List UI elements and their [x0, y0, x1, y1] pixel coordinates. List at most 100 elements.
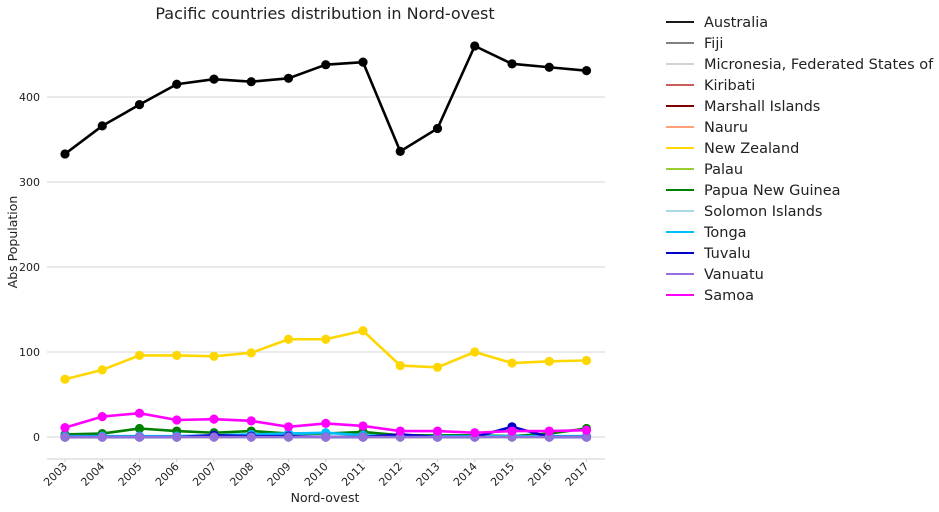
data-point-new-zealand [432, 362, 443, 372]
legend-item-micronesia-federated-states-of: Micronesia, Federated States of [666, 57, 934, 73]
data-point-samoa [209, 414, 219, 424]
x-tick-label: 2009 [265, 460, 294, 489]
data-point-vanuatu [321, 432, 331, 442]
data-point-australia [432, 123, 443, 134]
legend-item-solomon-islands: Solomon Islands [666, 204, 822, 220]
x-tick-label: 2016 [525, 460, 554, 489]
data-point-vanuatu [283, 432, 294, 442]
data-point-samoa [358, 421, 368, 431]
y-tick-label: 300 [19, 176, 40, 189]
data-point-new-zealand [97, 365, 107, 375]
data-point-australia [134, 100, 145, 110]
data-point-vanuatu [172, 432, 182, 442]
data-point-new-zealand [209, 351, 219, 361]
legend-label: Australia [704, 15, 768, 31]
x-tick-label: 2005 [116, 460, 145, 489]
x-tick-label: 2004 [78, 460, 107, 489]
data-point-vanuatu [358, 432, 368, 442]
y-tick-label: 0 [33, 431, 40, 444]
legend-label: Nauru [704, 120, 748, 136]
legend-label: Solomon Islands [704, 204, 822, 220]
legend-label: New Zealand [704, 141, 799, 157]
data-point-new-zealand [321, 334, 331, 344]
data-point-australia [581, 66, 592, 76]
data-point-new-zealand [581, 355, 592, 366]
data-point-australia [358, 57, 368, 67]
series-lines [60, 41, 592, 442]
y-tick-label: 200 [19, 261, 40, 274]
x-tick-label: 2008 [227, 460, 256, 489]
legend-label: Tonga [703, 225, 747, 241]
data-point-samoa [134, 408, 145, 418]
data-point-australia [172, 79, 182, 89]
data-point-samoa [97, 412, 107, 422]
x-tick-label: 2010 [302, 460, 331, 489]
x-tick-label: 2017 [563, 460, 592, 489]
data-point-australia [97, 121, 107, 131]
y-axis-title: Abs Population [5, 196, 20, 289]
legend-item-palau: Palau [666, 162, 743, 178]
y-tick-label: 400 [19, 91, 40, 104]
data-point-samoa [432, 426, 443, 436]
data-point-new-zealand [395, 361, 405, 371]
data-point-new-zealand [246, 348, 256, 358]
data-point-new-zealand [358, 326, 368, 336]
legend-item-vanuatu: Vanuatu [666, 267, 764, 283]
legend-label: Marshall Islands [704, 99, 820, 115]
data-point-australia [507, 59, 517, 69]
gridlines [47, 96, 605, 438]
legend-item-kiribati: Kiribati [666, 78, 755, 94]
data-point-samoa [283, 422, 294, 432]
data-point-samoa [581, 425, 592, 435]
data-point-samoa [172, 415, 182, 425]
legend-item-samoa: Samoa [666, 288, 754, 304]
data-point-australia [209, 74, 219, 84]
data-point-samoa [507, 426, 517, 436]
x-tick-label: 2007 [190, 460, 219, 489]
data-point-vanuatu [209, 432, 219, 442]
data-point-vanuatu [581, 432, 592, 442]
data-point-new-zealand [172, 350, 182, 360]
legend-item-tuvalu: Tuvalu [666, 246, 751, 262]
data-point-new-zealand [470, 347, 480, 357]
x-tick-label: 2013 [414, 460, 443, 489]
x-tick-label: 2006 [153, 460, 182, 489]
x-axis-title: Nord-ovest [291, 490, 360, 505]
data-point-vanuatu [134, 432, 145, 442]
legend-label: Fiji [704, 36, 723, 52]
legend-label: Samoa [704, 288, 754, 304]
data-point-samoa [470, 428, 480, 438]
legend-item-fiji: Fiji [666, 36, 723, 52]
legend-item-australia: Australia [666, 15, 768, 31]
x-tick-label: 2003 [41, 460, 70, 489]
chart-title: Pacific countries distribution in Nord-o… [155, 4, 494, 23]
series-australia [60, 41, 592, 159]
legend-label: Papua New Guinea [704, 183, 841, 199]
x-tick-label: 2015 [488, 460, 517, 489]
legend-item-nauru: Nauru [666, 120, 748, 136]
data-point-australia [60, 149, 70, 159]
x-tick-label: 2012 [376, 460, 405, 489]
legend: Australia Fiji Micronesia, Federated State… [666, 15, 934, 304]
legend-label: Tuvalu [703, 246, 751, 262]
legend-item-tonga: Tonga [666, 225, 747, 241]
x-tick-label: 2014 [451, 460, 480, 489]
data-point-samoa [544, 426, 554, 436]
y-axis-tick-labels: 0 100 200 300 400 [19, 91, 40, 444]
data-point-australia [395, 146, 405, 156]
legend-label: Kiribati [704, 78, 755, 94]
data-point-australia [544, 62, 554, 72]
data-point-vanuatu [246, 432, 256, 442]
legend-item-papua-new-guinea: Papua New Guinea [666, 183, 841, 199]
data-point-vanuatu [97, 432, 107, 442]
series-samoa [60, 408, 592, 438]
data-point-australia [321, 60, 331, 70]
legend-label: Palau [704, 162, 743, 178]
legend-item-new-zealand: New Zealand [666, 141, 799, 157]
x-axis-tick-labels: 2003 2004 2005 2006 2007 2008 2009 2010 2011 2012… [41, 459, 592, 489]
data-point-new-zealand [507, 358, 517, 368]
series-new-zealand [60, 326, 592, 384]
legend-label: Vanuatu [704, 267, 764, 283]
data-point-australia [470, 41, 480, 51]
